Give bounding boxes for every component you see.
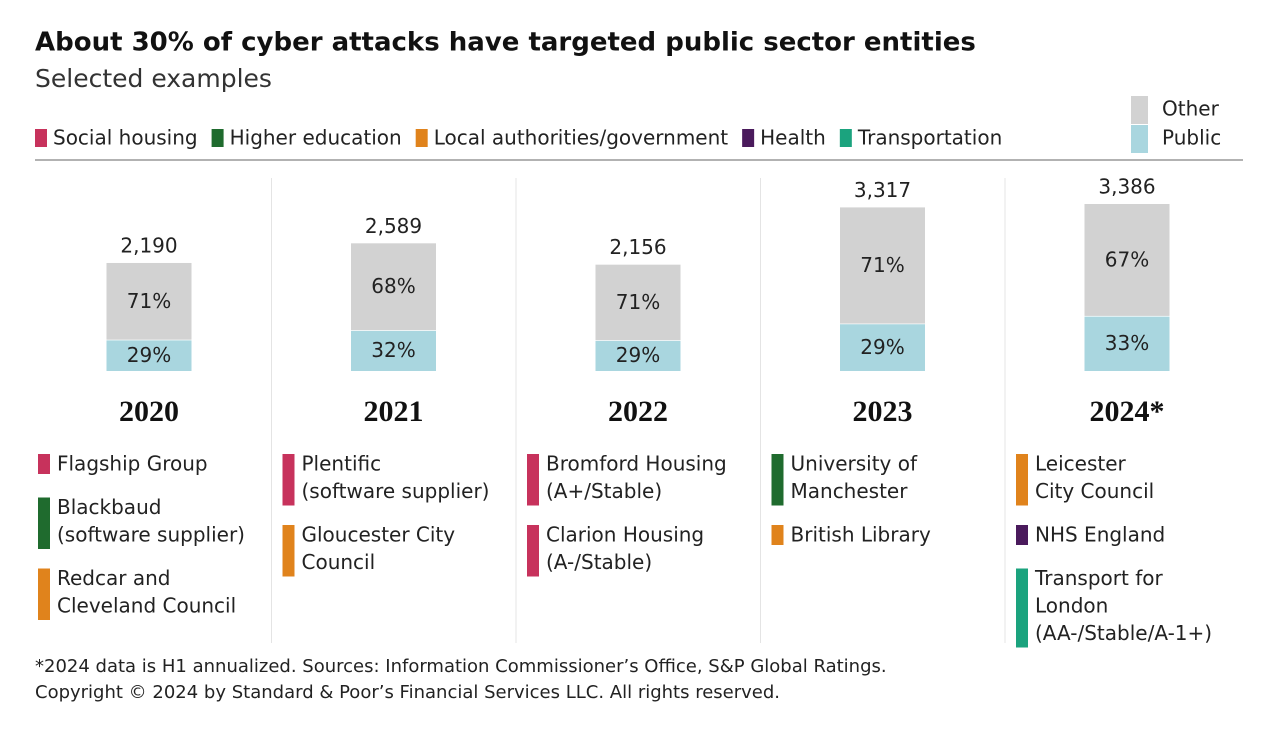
legend-label: Other xyxy=(1162,97,1220,121)
example-marker xyxy=(527,525,539,577)
segment-label: 29% xyxy=(616,343,660,367)
example-text: (AA-/Stable/A-1+) xyxy=(1035,621,1212,645)
example-text: (A-/Stable) xyxy=(546,550,652,574)
total-label: 3,386 xyxy=(1098,175,1155,199)
example-text: Manchester xyxy=(791,479,909,503)
example-marker xyxy=(38,497,50,549)
example-marker xyxy=(38,568,50,620)
example-text: Transport for xyxy=(1034,566,1163,590)
legend-label: Local authorities/government xyxy=(434,126,729,150)
example-text: NHS England xyxy=(1035,523,1165,547)
year-label: 2024* xyxy=(1090,395,1165,428)
segment-label: 33% xyxy=(1105,331,1149,355)
legend-label: Public xyxy=(1162,126,1221,150)
example-marker xyxy=(771,454,784,506)
segment-label: 29% xyxy=(127,343,171,367)
bar-segment xyxy=(595,340,681,371)
bar-segment xyxy=(106,339,192,371)
year-label: 2021 xyxy=(364,395,424,428)
segment-label: 32% xyxy=(371,338,415,362)
footnote: Copyright © 2024 by Standard & Poor’s Fi… xyxy=(35,682,780,703)
bar-segment xyxy=(1084,204,1170,316)
bar-segment xyxy=(840,323,925,371)
legend-swatch xyxy=(35,129,47,147)
segment-label: 29% xyxy=(860,335,904,359)
segment-label: 71% xyxy=(127,289,171,313)
legend-label: Transportation xyxy=(857,126,1002,150)
year-label: 2022 xyxy=(608,395,668,428)
example-text: University of xyxy=(791,452,918,476)
legend-label: Higher education xyxy=(230,126,402,150)
bar-segment xyxy=(1084,315,1170,371)
example-text: Cleveland Council xyxy=(57,594,236,618)
example-marker xyxy=(1016,454,1028,506)
example-marker xyxy=(38,454,50,474)
example-marker xyxy=(1016,568,1028,648)
example-text: Leicester xyxy=(1035,452,1127,476)
example-text: Plentific xyxy=(302,452,382,476)
example-marker xyxy=(282,525,295,577)
legend-swatch xyxy=(742,129,755,147)
example-text: British Library xyxy=(791,523,931,547)
bar-segment xyxy=(840,207,925,324)
bar-segment xyxy=(351,243,436,331)
example-marker xyxy=(771,525,784,545)
bar-segment xyxy=(595,264,681,341)
legend-swatch xyxy=(839,129,852,147)
example-text: Gloucester City xyxy=(302,523,456,547)
example-marker xyxy=(282,454,295,506)
legend-label: Social housing xyxy=(53,126,198,150)
legend-label: Health xyxy=(760,126,826,150)
example-text: City Council xyxy=(1035,479,1154,503)
segment-label: 68% xyxy=(371,274,415,298)
segment-label: 67% xyxy=(1105,247,1149,271)
year-label: 2023 xyxy=(853,395,913,428)
example-marker xyxy=(1016,525,1028,545)
example-text: Bromford Housing xyxy=(546,452,727,476)
example-text: Clarion Housing xyxy=(546,523,704,547)
legend-swatch xyxy=(1131,96,1148,124)
example-text: London xyxy=(1035,594,1108,618)
total-label: 2,156 xyxy=(609,235,666,259)
example-text: Redcar and xyxy=(57,566,170,590)
example-text: Blackbaud xyxy=(57,495,161,519)
example-text: (software supplier) xyxy=(57,523,245,547)
chart-title: About 30% of cyber attacks have targeted… xyxy=(35,28,976,58)
bar-segment xyxy=(106,262,192,340)
footnote: *2024 data is H1 annualized. Sources: In… xyxy=(35,656,887,677)
year-label: 2020 xyxy=(119,395,179,428)
segment-label: 71% xyxy=(616,290,660,314)
example-text: Council xyxy=(302,550,376,574)
segment-label: 71% xyxy=(860,253,904,277)
example-text: Flagship Group xyxy=(57,452,208,476)
bar-segment xyxy=(351,330,436,371)
chart-subtitle: Selected examples xyxy=(35,64,272,93)
total-label: 3,317 xyxy=(854,178,911,202)
example-marker xyxy=(527,454,539,506)
legend-swatch xyxy=(415,129,428,147)
total-label: 2,589 xyxy=(365,214,422,238)
example-text: (A+/Stable) xyxy=(546,479,662,503)
legend-swatch xyxy=(1131,125,1148,153)
total-label: 2,190 xyxy=(120,233,177,257)
legend-swatch xyxy=(211,129,224,147)
example-text: (software supplier) xyxy=(302,479,490,503)
